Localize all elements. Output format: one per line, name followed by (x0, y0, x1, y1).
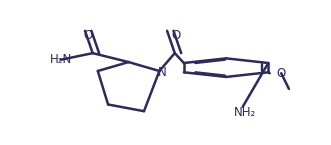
Text: O: O (171, 29, 181, 42)
Text: NH₂: NH₂ (234, 106, 257, 119)
Text: H₂N: H₂N (50, 53, 72, 66)
Text: O: O (83, 29, 92, 42)
Text: N: N (158, 66, 166, 79)
Text: O: O (276, 67, 285, 80)
